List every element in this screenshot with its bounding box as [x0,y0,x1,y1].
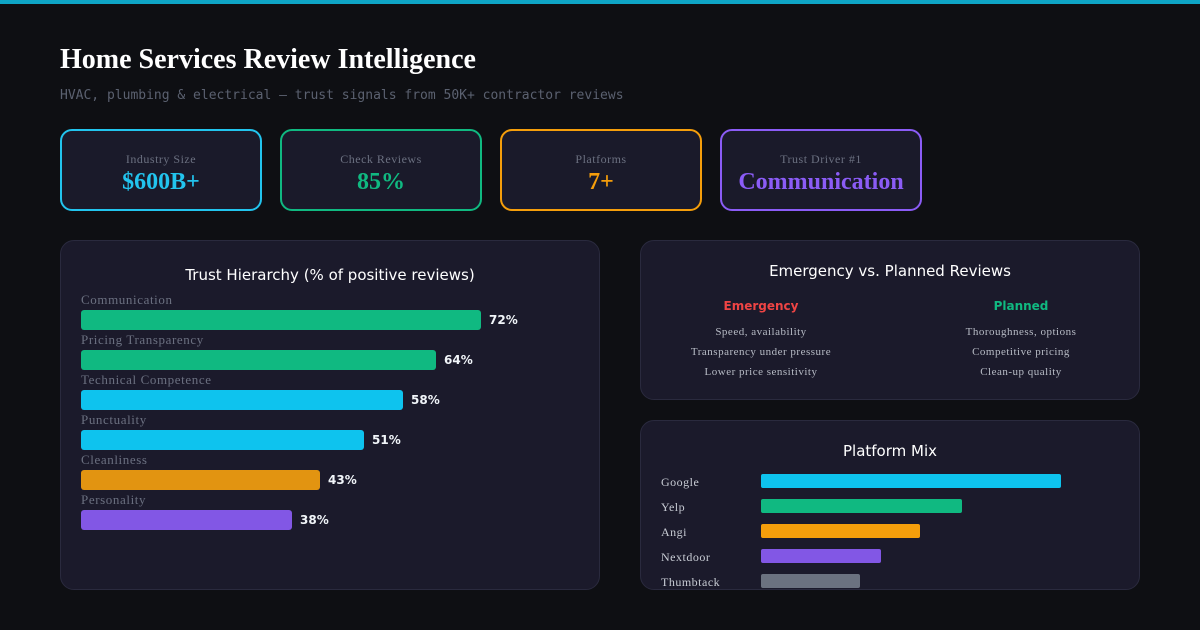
stat-value: 85% [357,169,405,195]
stat-card-industry-size: Industry Size $600B+ [60,129,262,211]
stat-label: Trust Driver #1 [780,152,862,166]
platform-label: Yelp [661,500,686,514]
emergency-vs-planned-panel: Emergency vs. Planned Reviews Emergency … [640,240,1140,400]
trust-hierarchy-title: Trust Hierarchy (% of positive reviews) [185,266,475,284]
trust-bar-label: Personality [81,492,147,507]
platform-bar [761,499,962,513]
trust-bar [81,390,403,410]
stat-label: Industry Size [125,152,197,166]
platform-label: Google [661,475,700,489]
trust-bar [81,470,320,490]
trust-bar [81,430,364,450]
stat-value: $600B+ [122,169,200,195]
stat-value: 7+ [588,169,614,195]
platform-mix-panel: Platform Mix Google Yelp Angi Nextdoor Thumb… [640,420,1140,590]
emergency-heading: Emergency [723,299,799,313]
platform-bar [761,574,860,588]
platform-label: Thumbtack [661,575,721,589]
planned-heading: Planned [993,299,1049,313]
stat-label: Check Reviews [340,152,422,166]
stat-value: Communication [738,169,904,195]
trust-bar-value: 43% [328,473,357,487]
platform-label: Nextdoor [661,550,711,564]
trust-bar-label: Communication [81,292,173,307]
platform-mix-title: Platform Mix [842,442,937,460]
emergency-vs-planned-title: Emergency vs. Planned Reviews [769,262,1011,280]
trust-bar-value: 72% [489,313,518,327]
stat-card-trust-driver: Trust Driver #1 Communication [720,129,922,211]
trust-bar-value: 58% [411,393,440,407]
trust-bar-label: Pricing Transparency [81,332,204,347]
platform-bar [761,474,1061,488]
planned-item: Clean-up quality [980,366,1062,378]
platform-bar [761,524,920,538]
trust-bar-value: 64% [444,353,473,367]
emergency-item: Transparency under pressure [690,346,832,358]
stat-card-platforms: Platforms 7+ [500,129,702,211]
top-accent-bar [0,0,1200,4]
trust-hierarchy-panel: Trust Hierarchy (% of positive reviews) … [60,240,600,590]
planned-item: Thoroughness, options [965,326,1077,338]
emergency-item: Lower price sensitivity [704,366,818,378]
trust-bar-value: 51% [372,433,401,447]
planned-item: Competitive pricing [972,346,1070,358]
trust-bar-value: 38% [300,513,329,527]
trust-bar [81,510,292,530]
trust-bar-label: Technical Competence [81,372,212,387]
page-title: Home Services Review Intelligence [60,44,476,75]
trust-bar-label: Cleanliness [81,452,148,467]
platform-bar [761,549,881,563]
stat-card-check-reviews: Check Reviews 85% [280,129,482,211]
emergency-item: Speed, availability [715,326,807,338]
trust-bar-label: Punctuality [81,412,147,427]
stat-label: Platforms [575,152,627,166]
page-subtitle: HVAC, plumbing & electrical — trust sign… [60,88,624,103]
trust-bar [81,350,436,370]
platform-label: Angi [661,525,687,539]
trust-bar [81,310,481,330]
